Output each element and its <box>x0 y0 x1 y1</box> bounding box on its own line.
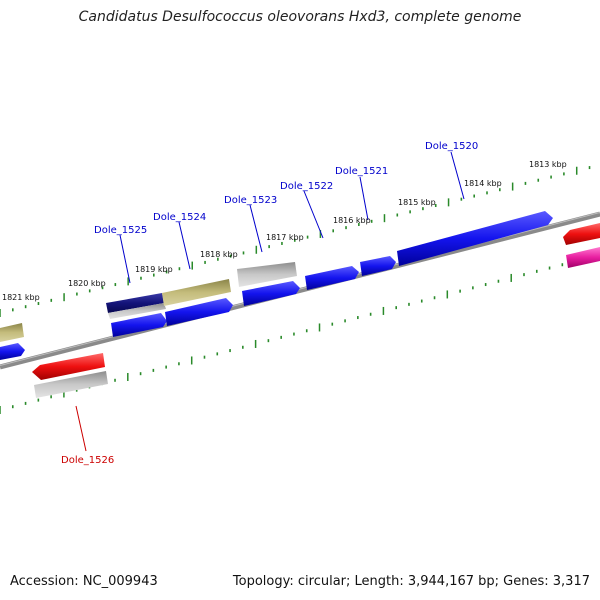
cds-dole-1523-blue[interactable] <box>242 281 300 306</box>
leader-dole-1520 <box>450 151 465 200</box>
cds-dole-1521-blue[interactable] <box>360 256 396 276</box>
cds-blue-left[interactable] <box>0 343 25 360</box>
cds-dole-1523-gray[interactable] <box>237 262 297 287</box>
leader-dole-1525 <box>119 234 131 284</box>
kbp-label-1818: 1818 kbp <box>200 250 238 259</box>
kbp-label-1820: 1820 kbp <box>68 279 106 288</box>
genome-backbone <box>0 211 600 370</box>
cds-dole-1525-navy[interactable] <box>106 293 164 313</box>
gene-label-dole-1525[interactable]: Dole_1525 <box>94 225 147 236</box>
gene-label-dole-1523[interactable]: Dole_1523 <box>224 195 277 206</box>
topology-text: Topology: circular; Length: 3,944,167 bp… <box>232 574 590 589</box>
kbp-label-1819: 1819 kbp <box>135 265 173 274</box>
kbp-label-1814: 1814 kbp <box>464 179 502 188</box>
label-leaders <box>75 151 465 452</box>
gene-label-dole-1522[interactable]: Dole_1522 <box>280 181 333 192</box>
page-title: Candidatus Desulfococcus oleovorans Hxd3… <box>78 9 522 25</box>
cds-dole-1520-blue[interactable] <box>397 211 553 266</box>
cds-dole-1525-gray[interactable] <box>108 303 166 319</box>
cds-dole-1524-blue[interactable] <box>165 298 233 326</box>
gene-label-dole-1524[interactable]: Dole_1524 <box>153 212 206 223</box>
cds-olive-left[interactable] <box>0 323 24 342</box>
upper-tick-track <box>0 166 591 317</box>
kbp-labels: 1813 kbp 1814 kbp 1815 kbp 1816 kbp 1817… <box>2 160 567 302</box>
cds-dole-1526-gray[interactable] <box>34 371 108 398</box>
leader-dole-1524 <box>178 221 191 270</box>
cds-dole-1525-blue[interactable] <box>111 313 167 337</box>
kbp-label-1821: 1821 kbp <box>2 293 40 302</box>
kbp-label-1815: 1815 kbp <box>398 198 436 207</box>
cds-dole-1522-blue[interactable] <box>305 266 359 290</box>
gene-labels: Dole_1520 Dole_1521 Dole_1522 Dole_1523 … <box>61 141 478 466</box>
gene-label-dole-1520[interactable]: Dole_1520 <box>425 141 478 152</box>
leader-dole-1522 <box>303 190 324 239</box>
gene-label-dole-1521[interactable]: Dole_1521 <box>335 166 388 177</box>
cds-pink-right[interactable] <box>566 247 600 268</box>
leader-dole-1523 <box>249 204 263 253</box>
leader-dole-1521 <box>359 176 369 221</box>
leader-dole-1526 <box>75 405 87 452</box>
cds-dole-1526-red[interactable] <box>32 353 105 380</box>
kbp-label-1816: 1816 kbp <box>333 216 371 225</box>
cds-dole-1524-olive[interactable] <box>162 279 231 306</box>
accession-text: Accession: NC_009943 <box>10 574 158 589</box>
kbp-label-1817: 1817 kbp <box>266 233 304 242</box>
kbp-label-1813: 1813 kbp <box>529 160 567 169</box>
cds-red-right[interactable] <box>563 223 600 245</box>
gene-label-dole-1526[interactable]: Dole_1526 <box>61 455 114 466</box>
